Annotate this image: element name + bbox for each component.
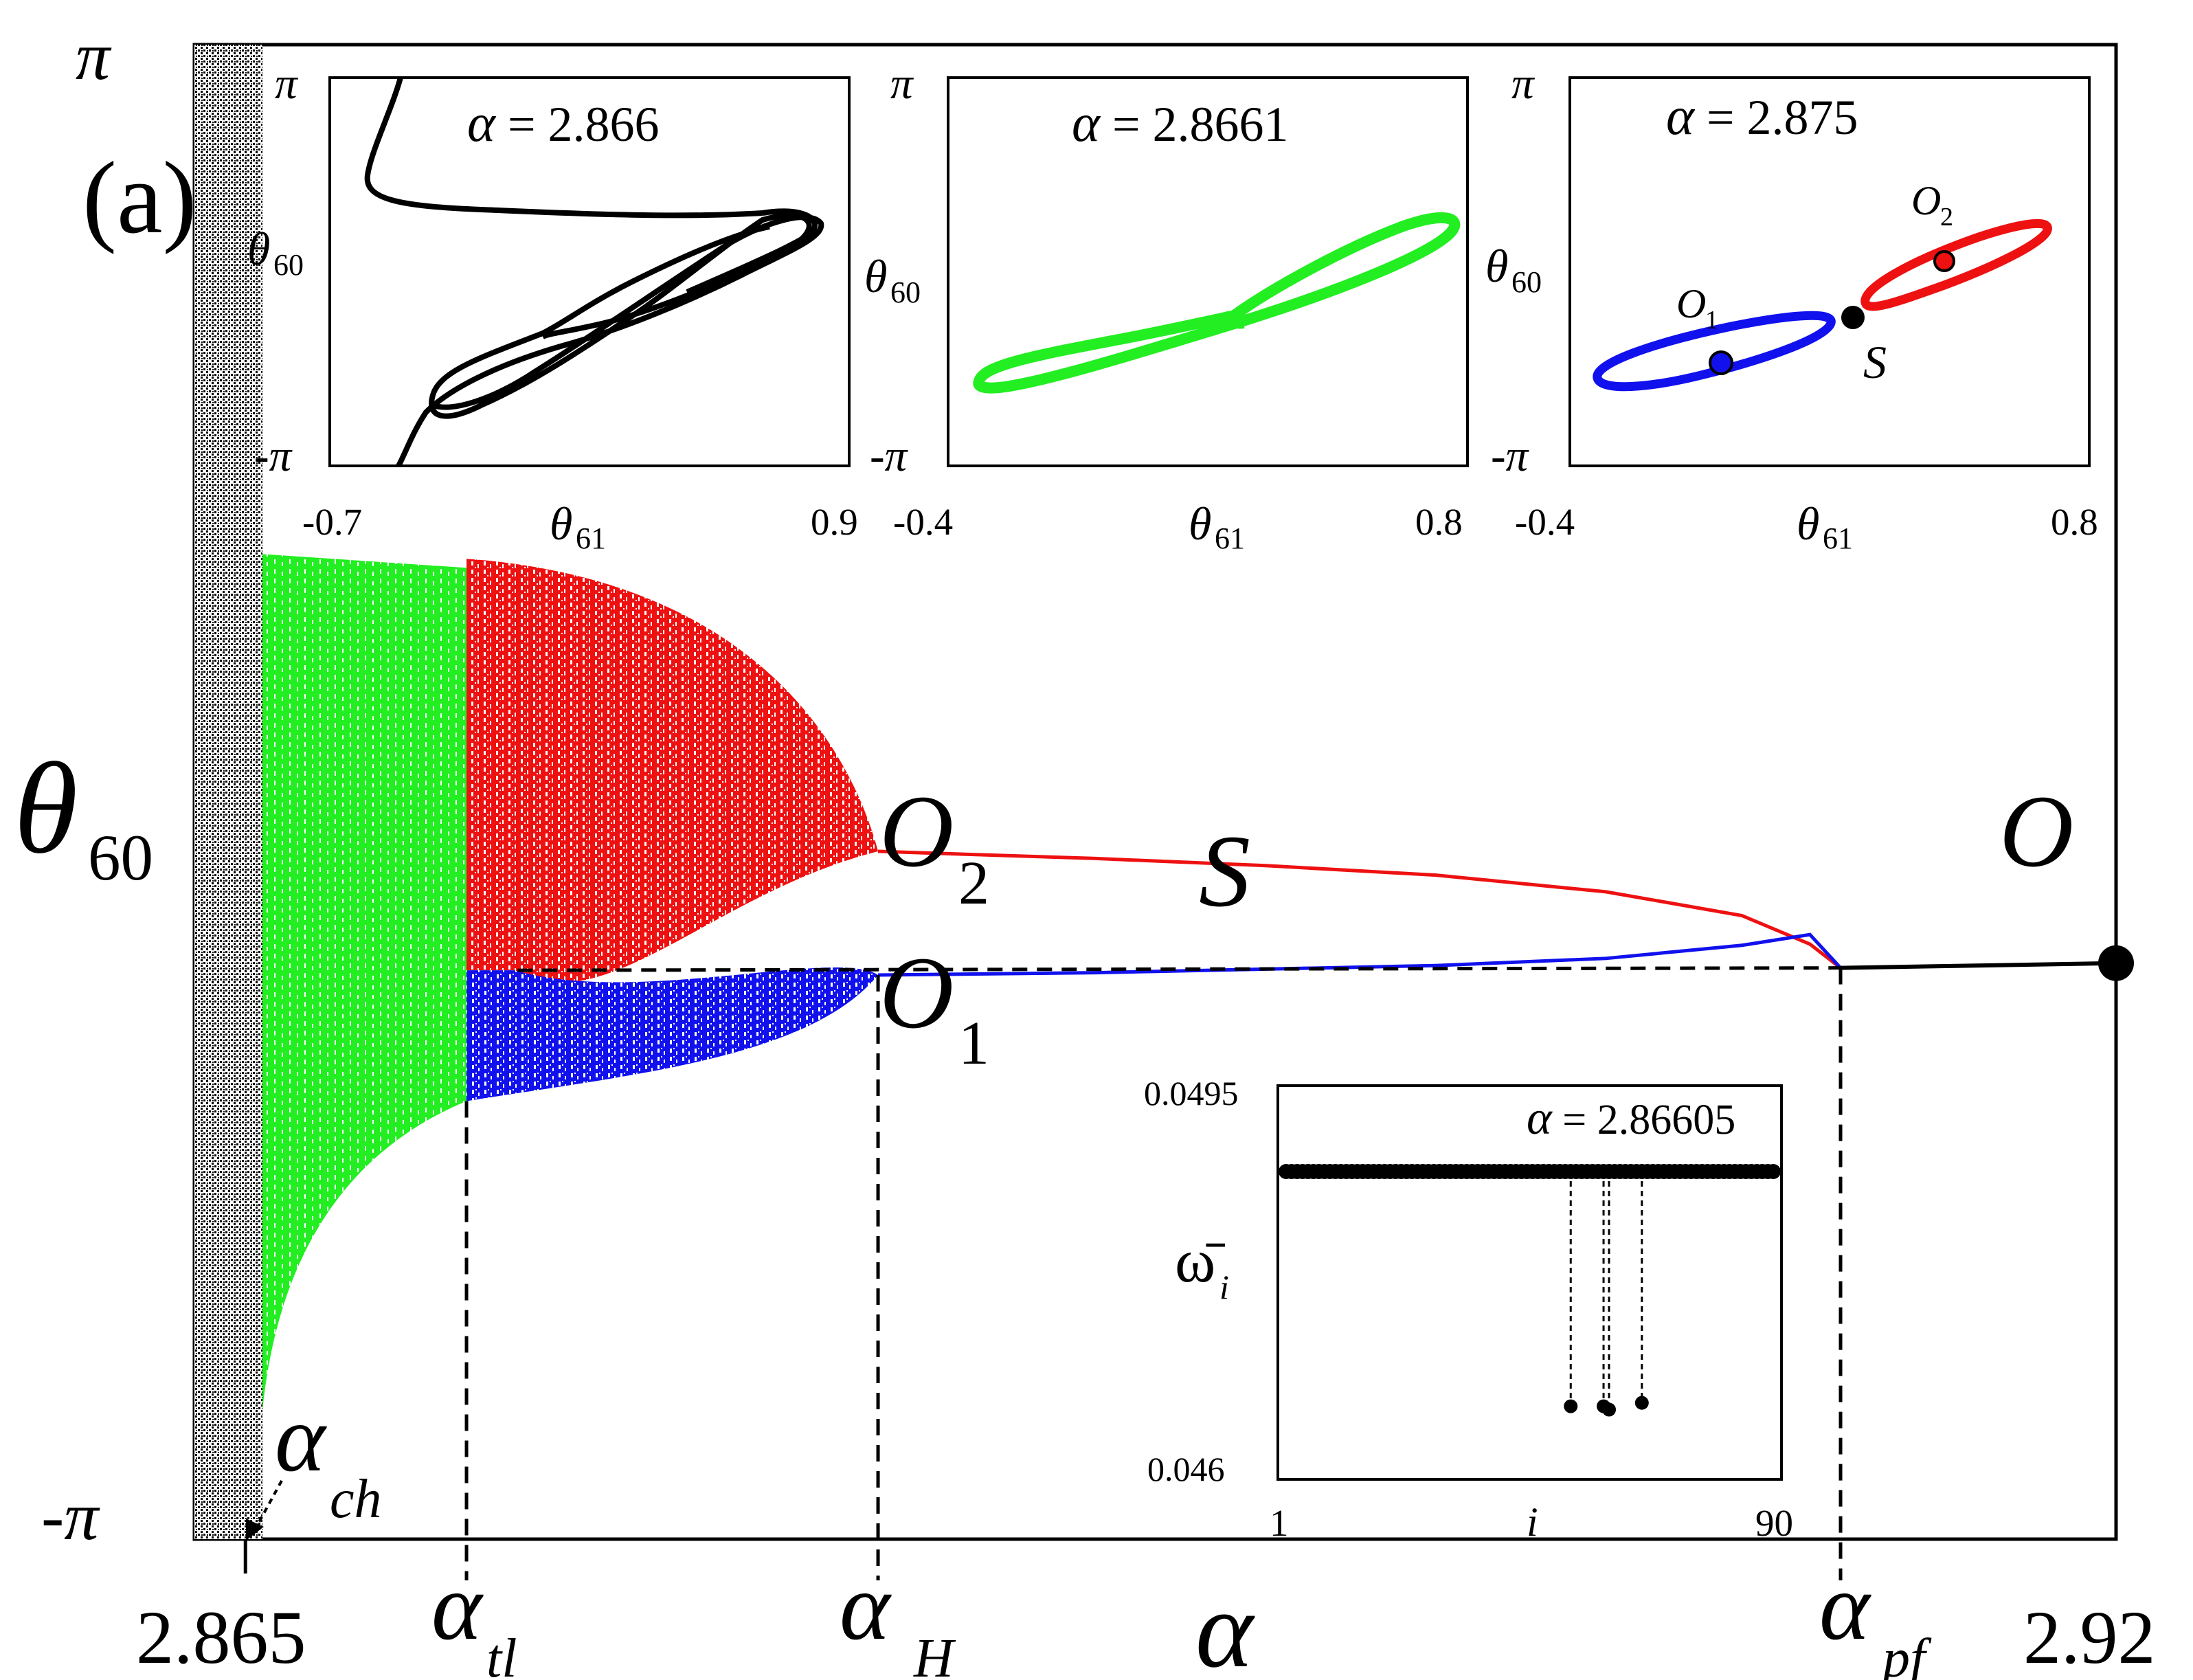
inset3-frame (1568, 76, 2091, 467)
freq-title: α = 2.86605 (1527, 1092, 1735, 1145)
inset2-y-subscript: 60 (890, 276, 921, 309)
inset3-label-O1-subscript: 1 (1705, 306, 1718, 335)
alpha-H-subscript: H (913, 1628, 956, 1680)
freq-point (1766, 1164, 1781, 1179)
inset2-y-label: θ (864, 250, 887, 302)
inset1-title-symbol: α (467, 93, 497, 153)
inset3-y-top: π (1511, 59, 1536, 109)
freq-x-label: i (1527, 1499, 1538, 1545)
label-O2: O (879, 774, 954, 888)
inset2-x-subscript: 61 (1215, 522, 1245, 555)
freq-title-symbol: α (1527, 1092, 1553, 1145)
alpha-ch-arrowhead (246, 1519, 264, 1541)
main-y-top-label: π (76, 18, 112, 94)
chaotic-green-region (262, 554, 467, 1411)
inset3-label-S: S (1863, 336, 1887, 388)
freq-title-value: = 2.86605 (1552, 1097, 1735, 1143)
inset1-x-min: -0.7 (302, 501, 362, 543)
inset3-x-subscript: 61 (1823, 522, 1853, 555)
inset2-y-bottom: -π (870, 432, 909, 481)
alpha-tl-subscript: tl (486, 1628, 517, 1680)
inset1-frame (328, 76, 851, 467)
inset3-title: α = 2.875 (1666, 86, 1858, 146)
label-O1-subscript: 1 (958, 1009, 989, 1077)
alpha-tl-symbol: α (431, 1554, 484, 1660)
fixed-point-O-marker (2098, 945, 2134, 981)
inset3-label-O2-subscript: 2 (1940, 203, 1953, 232)
inset1-y-label: θ (247, 223, 270, 275)
label-S: S (1199, 814, 1250, 928)
inset1-y-top: π (275, 59, 299, 109)
inset1-x-subscript: 61 (576, 522, 606, 555)
branch-S-dashed-line (517, 966, 1841, 972)
inset1-trajectory (364, 76, 824, 467)
inset2-title-value: = 2.8661 (1100, 97, 1289, 152)
inset3-label-O1: O (1676, 281, 1706, 326)
label-O: O (1999, 774, 2073, 888)
freq-y-top: 0.0495 (1144, 1074, 1239, 1112)
inset-frequency: α = 2.86605 0.0495 0.046 1 90 i ω̄ i (1144, 1074, 1793, 1545)
torus-blue-region (466, 967, 879, 1101)
inset-phase-2875: α = 2.875 π -π θ 60 -0.4 0.8 θ 61 O 1 O … (1485, 59, 2098, 555)
inset3-x-label: θ (1797, 497, 1819, 550)
freq-markers (1279, 1164, 1781, 1417)
inset3-S-point (1841, 306, 1865, 329)
main-y-axis-label: θ (14, 737, 78, 881)
inset-phase-2866: α = 2.866 π -π θ 60 -0.7 0.9 θ 61 (247, 59, 858, 555)
inset2-green-orbit (973, 212, 1461, 394)
inset1-y-bottom: -π (254, 432, 293, 481)
inset2-x-min: -0.4 (893, 501, 953, 543)
inset1-x-label: θ (550, 497, 572, 550)
inset3-y-label: θ (1485, 240, 1508, 292)
inset1-x-max: 0.9 (811, 501, 858, 543)
panel-label: (a) (82, 141, 196, 255)
main-x-axis-label: α (1195, 1568, 1255, 1680)
alpha-ch-symbol: α (275, 1385, 327, 1492)
inset2-x-max: 0.8 (1415, 501, 1463, 543)
inset3-x-max: 0.8 (2051, 501, 2098, 543)
alpha-ch-subscript: ch (330, 1469, 382, 1530)
inset3-O2-point (1933, 250, 1955, 272)
inset3-red-orbit-O2 (1860, 219, 2052, 311)
inset3-y-bottom: -π (1491, 432, 1530, 481)
inset3-O1-point (1709, 350, 1733, 375)
torus-red-region (466, 559, 879, 983)
freq-x-min: 1 (1270, 1502, 1289, 1544)
alpha-H-symbol: α (840, 1554, 892, 1660)
alpha-pf-symbol: α (1819, 1554, 1871, 1660)
x-tick-label-left: 2.865 (136, 1595, 306, 1679)
inset2-title-symbol: α (1072, 93, 1101, 153)
x-tick-label-right: 2.92 (2023, 1595, 2156, 1679)
main-y-bottom-label: -π (41, 1478, 100, 1554)
inset1-y-subscript: 60 (273, 248, 304, 282)
freq-dip-point (1602, 1402, 1617, 1417)
label-O1: O (879, 936, 954, 1050)
inset3-y-subscript: 60 (1511, 265, 1542, 299)
inset3-x-min: -0.4 (1515, 501, 1575, 543)
inset2-title: α = 2.8661 (1072, 93, 1289, 153)
freq-dip-point (1564, 1399, 1578, 1413)
branch-O1-line (878, 932, 1842, 977)
inset3-blue-orbit-O1 (1593, 311, 1836, 392)
inset2-x-label: θ (1189, 497, 1211, 550)
chaotic-black-band (194, 45, 263, 1539)
branch-O-line (1840, 961, 2117, 970)
freq-x-max: 90 (1755, 1502, 1793, 1544)
inset3-label-O2: O (1911, 178, 1941, 223)
inset1-title: α = 2.866 (467, 93, 660, 153)
alpha-pf-subscript: pf (1879, 1628, 1932, 1680)
inset-phase-28661: α = 2.8661 π -π θ 60 -0.4 0.8 θ 61 (864, 59, 1469, 555)
label-O2-subscript: 2 (958, 849, 989, 917)
inset3-title-value: = 2.875 (1694, 90, 1858, 145)
inset2-y-top: π (890, 59, 914, 109)
freq-y-bottom: 0.046 (1147, 1450, 1225, 1488)
branch-O2-line (877, 849, 1842, 970)
main-y-axis-subscript: 60 (88, 821, 153, 894)
freq-inset-frame (1277, 1084, 1783, 1481)
freq-dip-point (1634, 1396, 1649, 1410)
inset1-title-value: = 2.866 (495, 97, 660, 152)
freq-y-subscript: i (1219, 1268, 1229, 1306)
inset3-title-symbol: α (1666, 86, 1696, 146)
